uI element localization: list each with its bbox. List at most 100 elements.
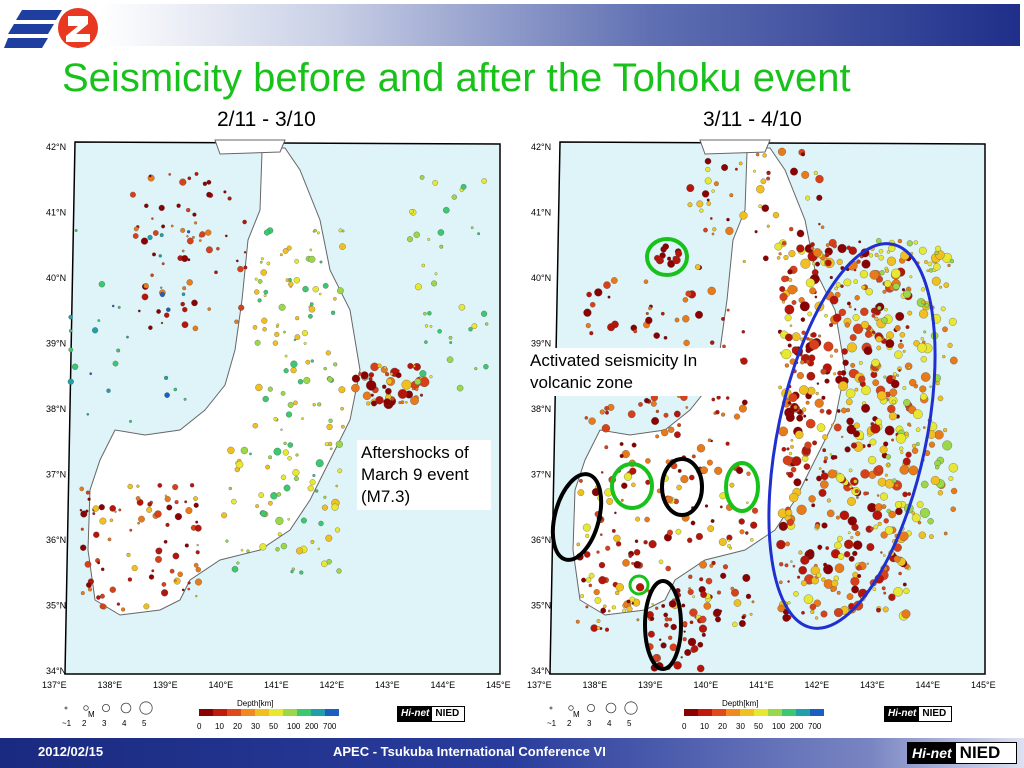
earthquake-dot	[183, 397, 187, 401]
earthquake-dot	[861, 403, 871, 413]
land-honshu	[87, 147, 361, 616]
earthquake-dot	[434, 272, 438, 276]
earthquake-dot	[778, 521, 788, 531]
earthquake-dot	[318, 520, 324, 527]
earthquake-dot	[893, 587, 903, 597]
earthquake-dot	[860, 469, 870, 479]
earthquake-dot	[161, 582, 167, 587]
earthquake-dot	[834, 291, 841, 298]
earthquake-dot	[879, 445, 888, 454]
earthquake-dot	[787, 401, 792, 405]
earthquake-dot	[419, 377, 430, 388]
earthquake-dot	[254, 289, 260, 295]
depth-tick: 700	[808, 722, 822, 731]
earthquake-dot	[397, 389, 408, 399]
earthquake-dot	[699, 208, 704, 213]
magnitude-symbol	[102, 704, 111, 712]
earthquake-dot	[174, 579, 177, 582]
earthquake-dot	[80, 527, 84, 531]
footer-logo: Hi-net NIED	[907, 742, 1017, 764]
earthquake-dot	[98, 504, 105, 511]
magnitude-symbol	[83, 705, 89, 711]
earthquake-dot	[413, 363, 421, 371]
earthquake-dot	[790, 560, 793, 563]
earthquake-dot	[385, 387, 392, 395]
earthquake-dot	[655, 606, 659, 610]
earthquake-dot	[326, 423, 333, 430]
earthquake-dot	[313, 228, 317, 233]
earthquake-dot	[193, 562, 199, 568]
earthquake-dot	[738, 161, 743, 166]
earthquake-dot	[801, 170, 810, 179]
earthquake-dot	[820, 472, 829, 481]
earthquake-dot	[87, 497, 91, 501]
earthquake-dot	[196, 543, 199, 547]
earthquake-dot	[589, 331, 594, 336]
earthquake-dot	[847, 497, 856, 506]
earthquake-dot	[820, 480, 829, 489]
earthquake-dot	[729, 193, 734, 198]
earthquake-dot	[216, 246, 220, 251]
earthquake-dot	[224, 234, 228, 238]
earthquake-dot	[681, 603, 686, 608]
earthquake-dot	[424, 324, 429, 328]
earthquake-dot	[231, 565, 239, 573]
depth-color-swatch	[782, 709, 796, 716]
depth-color-swatch	[754, 709, 768, 716]
earthquake-dot	[852, 323, 864, 334]
earthquake-dot	[589, 301, 596, 308]
earthquake-dot	[164, 392, 170, 398]
earthquake-dot	[926, 269, 930, 273]
lon-axis-labels: 137°E 138°E 139°E 140°E 141°E 142°E 143°E 144°E…	[42, 680, 511, 690]
swarm-circle	[660, 457, 704, 517]
earthquake-dot	[268, 500, 273, 506]
earthquake-dot	[791, 300, 797, 305]
earthquake-dot	[796, 244, 805, 253]
earthquake-dot	[668, 617, 673, 622]
lat-label: 35°N	[531, 601, 551, 611]
earthquake-dot	[283, 330, 286, 334]
earthquake-dot	[645, 458, 651, 464]
earthquake-dot	[626, 599, 631, 604]
depth-color-swatch	[283, 709, 297, 716]
earthquake-dot	[886, 250, 891, 254]
earthquake-dot	[806, 549, 815, 558]
earthquake-dot	[745, 593, 752, 600]
earthquake-dot	[785, 509, 793, 517]
earthquake-dot	[880, 531, 888, 539]
earthquake-dot	[846, 593, 854, 600]
earthquake-dot	[309, 479, 316, 486]
earthquake-dot	[810, 246, 815, 251]
earthquake-dot	[661, 428, 669, 437]
lon-label: 139°E	[638, 680, 663, 690]
earthquake-dot	[252, 325, 258, 330]
earthquake-dot	[629, 467, 637, 475]
earthquake-dot	[793, 478, 802, 487]
earthquake-dot	[424, 340, 428, 344]
earthquake-dot	[902, 457, 911, 466]
earthquake-dot	[661, 603, 666, 608]
earthquake-dot	[815, 174, 824, 184]
earthquake-dot	[151, 217, 154, 220]
earthquake-dot	[836, 590, 841, 595]
earthquake-dot	[179, 178, 187, 186]
earthquake-dot	[901, 609, 911, 619]
earthquake-dot	[772, 211, 780, 219]
earthquake-dot	[846, 301, 851, 306]
earthquake-dot	[749, 612, 753, 616]
earthquake-dot	[449, 341, 453, 344]
earthquake-dot	[869, 269, 880, 280]
earthquake-dot	[863, 346, 873, 356]
earthquake-dot	[766, 224, 770, 228]
volcanic-zone-circle	[628, 574, 650, 596]
earthquake-dot	[296, 547, 303, 555]
footer-date: 2012/02/15	[38, 744, 104, 759]
earthquake-dot	[844, 446, 851, 453]
earthquake-dot	[334, 527, 341, 533]
earthquake-dot	[920, 372, 931, 382]
earthquake-dot	[663, 412, 669, 418]
earthquake-dot	[322, 282, 329, 289]
earthquake-dot	[92, 505, 100, 512]
earthquake-dot	[577, 489, 585, 496]
earthquake-dot	[451, 194, 457, 200]
